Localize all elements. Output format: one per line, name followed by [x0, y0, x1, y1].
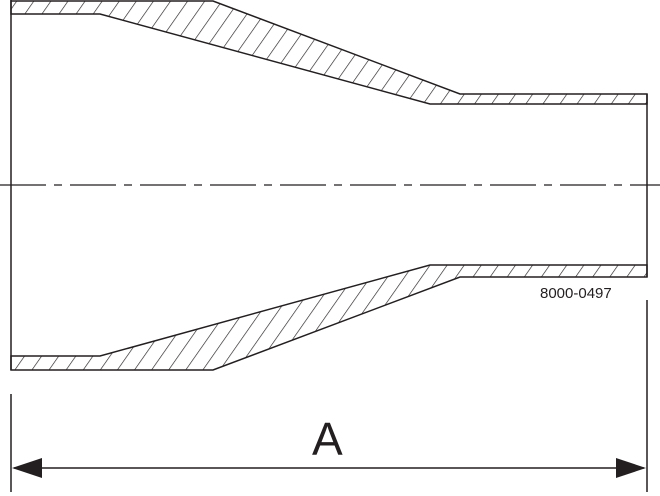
lower-wall-section: [10, 264, 648, 371]
left-arrowhead-icon: [12, 458, 42, 478]
right-arrowhead-icon: [616, 458, 646, 478]
upper-wall-section: [10, 0, 648, 105]
dimension-label: A: [312, 413, 343, 465]
part-number: 8000-0497: [540, 285, 612, 302]
